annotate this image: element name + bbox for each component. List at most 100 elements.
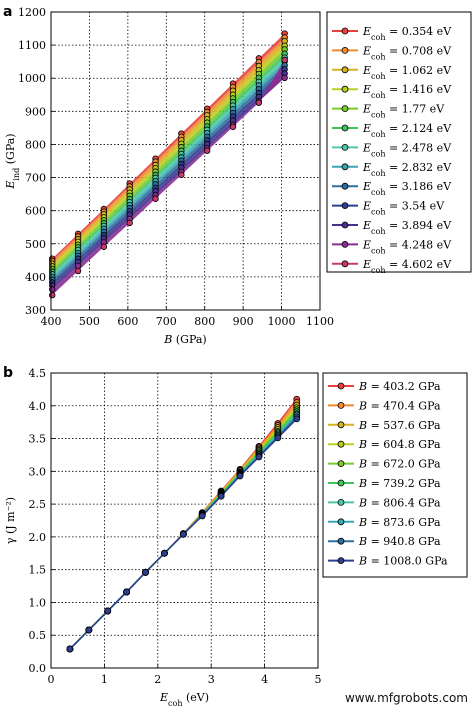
legend-entry-label: Ecoh = 0.354 eV [362,25,452,42]
y-axis-label: γ (J m⁻²) [4,497,17,544]
chart-panel-b: b 0 1 2 3 4 5 0.0 0.5 1.0 1.5 2.0 2.5 3.0 3.5 4.0 4.5 Eco… [3,365,468,708]
legend-entry-label: B = 403.2 GPa [358,380,441,393]
x-tick-label: 3 [208,673,215,686]
legend-frame [326,11,472,273]
legend-entry-label: Ecoh = 3.54 eV [362,200,445,217]
series-line [69,398,298,650]
legend-marker [341,27,349,35]
legend-marker [337,421,345,429]
x-axis-label: Ecoh (eV) [159,691,209,708]
legend-marker [341,260,349,268]
legend-entry-label: Ecoh = 3.186 eV [362,180,452,197]
y-tick-label: 0.0 [29,662,47,675]
plot-frame [50,372,319,669]
x-tick-label: 800 [194,315,215,328]
legend-entry-label: Ecoh = 3.894 eV [362,219,452,236]
legend-entry-label: B = 537.6 GPa [358,419,441,432]
legend-entry-label: Ecoh = 0.708 eV [362,44,452,61]
data-point [66,645,74,653]
x-tick-label: 400 [41,315,62,328]
legend-marker [337,518,345,526]
legend-marker [337,440,345,448]
data-point [217,492,225,500]
legend-marker [341,105,349,112]
legend-marker [341,124,349,132]
legend-entry-label: B = 806.4 GPa [358,496,441,509]
series-band [52,41,285,267]
panel-label: b [3,365,13,381]
y-tick-label: 800 [25,138,46,151]
legend-marker [337,460,345,468]
y-tick-label: 900 [25,105,46,118]
data-point [281,74,288,82]
legend-marker [341,85,349,93]
panel-label: a [3,4,12,20]
data-point [152,195,159,202]
y-tick-label: 4.5 [29,367,47,380]
series-band [52,73,285,290]
y-tick-label: 400 [25,271,46,284]
legend-marker [341,47,349,54]
series-band [52,49,285,272]
legend-entry-label: Ecoh = 1.416 eV [362,83,452,100]
legend-marker [337,382,345,390]
x-tick-label: 1100 [306,315,334,328]
legend-entry-label: Ecoh = 2.124 eV [362,122,452,139]
legend-marker [341,66,349,74]
data-point [49,286,56,293]
legend-marker [341,143,349,151]
y-tick-label: 4.0 [29,400,47,413]
x-tick-label: 4 [261,673,268,686]
legend-frame [322,372,468,578]
y-tick-label: 600 [25,205,46,218]
y-tick-label: 1200 [18,6,46,19]
x-tick-label: 900 [233,315,254,328]
legend-entry-label: Ecoh = 2.478 eV [362,141,452,158]
legend-entry-label: Ecoh = 1.77 eV [362,103,445,120]
y-tick-label: 1000 [18,72,46,85]
data-point [161,549,168,557]
data-point [142,568,149,576]
series-line [69,402,298,650]
legend-marker [337,557,345,564]
legend-marker [337,401,345,409]
series-band [52,45,285,269]
data-point [203,147,211,154]
data-point [123,588,131,596]
series-band [52,65,285,283]
x-tick-label: 600 [117,315,138,328]
legend: B = 403.2 GPa B = 470.4 GPa B = 537.6 GPa B… [322,372,468,578]
data-point [178,171,185,179]
legend-marker [341,163,349,171]
x-tick-label: 700 [156,315,177,328]
legend-entry-label: B = 873.6 GPa [358,516,441,529]
y-tick-label: 1.5 [29,564,47,577]
y-tick-label: 3.0 [29,465,47,478]
legend-entry-label: B = 672.0 GPa [358,458,441,471]
series-band [52,61,285,280]
data-point [236,472,244,480]
x-axis-label: B (GPa) [163,333,206,346]
data-point [85,626,93,634]
data-point [126,219,133,227]
legend-marker [337,498,345,506]
data-point [255,453,263,461]
x-tick-label: 1 [101,673,108,686]
data-point [49,291,56,299]
data-point [104,607,112,615]
data-point [100,243,108,250]
y-tick-label: 300 [25,304,46,317]
data-point [198,512,206,520]
legend-entry-label: B = 1008.0 GPa [358,555,448,568]
data-point [179,530,187,538]
legend-entry-label: Ecoh = 1.062 eV [362,64,452,81]
legend-entry-label: B = 604.8 GPa [358,438,441,451]
y-tick-label: 0.5 [29,629,47,642]
legend-entry-label: Ecoh = 4.248 eV [362,238,452,255]
y-tick-label: 2.0 [29,531,47,544]
data-point [229,123,237,131]
legend-marker [337,537,345,545]
legend-marker [337,479,345,487]
y-tick-label: 1.0 [29,596,47,609]
